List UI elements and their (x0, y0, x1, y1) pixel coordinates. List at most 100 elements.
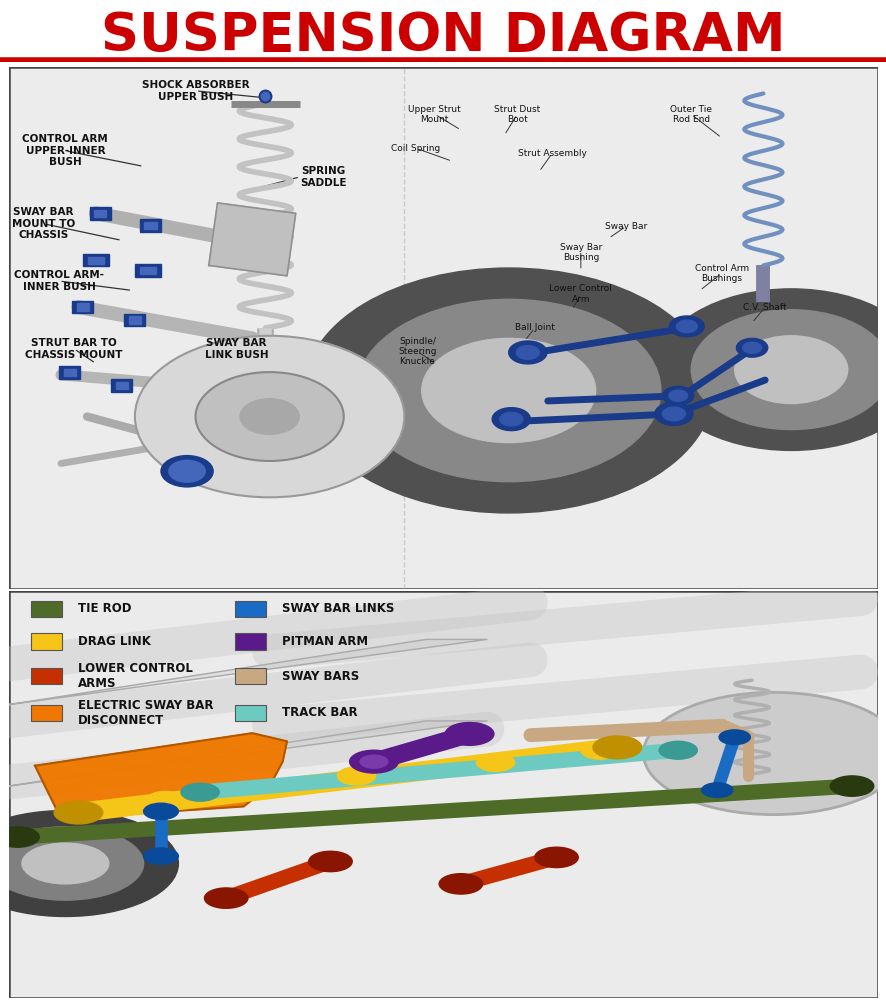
Text: TRACK BAR: TRACK BAR (282, 706, 357, 719)
Circle shape (22, 843, 109, 884)
Text: Strut Dust
Boot: Strut Dust Boot (494, 105, 540, 124)
Circle shape (658, 741, 696, 760)
Circle shape (240, 398, 299, 435)
Circle shape (476, 753, 514, 772)
Polygon shape (208, 203, 295, 276)
Circle shape (735, 338, 767, 357)
Circle shape (668, 390, 687, 401)
Bar (116, 381, 128, 389)
FancyBboxPatch shape (30, 601, 62, 617)
Circle shape (829, 776, 873, 797)
Ellipse shape (168, 461, 205, 482)
Circle shape (144, 848, 178, 864)
Circle shape (0, 827, 39, 847)
Circle shape (304, 268, 712, 513)
FancyBboxPatch shape (30, 668, 62, 684)
Circle shape (669, 316, 703, 337)
Circle shape (349, 750, 398, 773)
Bar (59, 366, 80, 378)
Circle shape (742, 342, 760, 353)
Circle shape (656, 289, 886, 451)
Circle shape (356, 300, 660, 482)
Text: Sway Bar
Bushing: Sway Bar Bushing (559, 242, 602, 263)
Circle shape (516, 346, 539, 359)
Circle shape (662, 386, 693, 405)
Circle shape (146, 792, 184, 809)
Circle shape (593, 736, 641, 759)
Circle shape (676, 320, 696, 333)
Bar (140, 219, 161, 231)
Text: SWAY BAR LINKS: SWAY BAR LINKS (282, 603, 393, 616)
Circle shape (144, 803, 178, 820)
Circle shape (422, 338, 595, 443)
Circle shape (734, 336, 847, 403)
Text: Control Arm
Bushings: Control Arm Bushings (694, 264, 748, 283)
FancyBboxPatch shape (30, 634, 62, 650)
Circle shape (195, 372, 344, 461)
Circle shape (719, 730, 750, 744)
Circle shape (690, 310, 886, 430)
Circle shape (662, 407, 685, 421)
Text: ELECTRIC SWAY BAR
DISCONNECT: ELECTRIC SWAY BAR DISCONNECT (77, 699, 213, 726)
Text: TIE ROD: TIE ROD (77, 603, 131, 616)
FancyBboxPatch shape (235, 601, 266, 617)
Circle shape (445, 722, 494, 745)
Text: SHOCK ABSORBER
UPPER BUSH: SHOCK ABSORBER UPPER BUSH (142, 80, 249, 102)
Text: SWAY BAR
MOUNT TO
CHASSIS: SWAY BAR MOUNT TO CHASSIS (12, 207, 75, 240)
Bar (128, 317, 141, 324)
Polygon shape (9, 721, 486, 786)
Text: CONTROL ARM-
INNER BUSH: CONTROL ARM- INNER BUSH (14, 271, 105, 292)
Circle shape (500, 412, 522, 426)
Ellipse shape (161, 456, 213, 487)
Circle shape (0, 811, 178, 916)
Polygon shape (9, 640, 486, 704)
Bar (112, 379, 132, 391)
Circle shape (701, 783, 732, 798)
Text: Strut Assembly: Strut Assembly (517, 149, 586, 158)
Circle shape (580, 741, 618, 760)
Circle shape (181, 784, 219, 801)
Bar (64, 368, 75, 376)
Circle shape (54, 801, 103, 824)
Text: SWAY BAR
LINK BUSH: SWAY BAR LINK BUSH (205, 338, 268, 359)
Text: Spindle/
Steering
Knuckle: Spindle/ Steering Knuckle (398, 336, 436, 366)
Circle shape (654, 402, 692, 426)
Text: SUSPENSION DIAGRAM: SUSPENSION DIAGRAM (101, 10, 785, 62)
Text: Sway Bar: Sway Bar (604, 222, 647, 230)
Bar (94, 209, 106, 217)
Text: PITMAN ARM: PITMAN ARM (282, 635, 368, 648)
Text: SPRING
SADDLE: SPRING SADDLE (299, 166, 346, 188)
Text: DRAG LINK: DRAG LINK (77, 635, 151, 648)
FancyBboxPatch shape (9, 67, 877, 589)
Text: Ball Joint: Ball Joint (514, 324, 554, 332)
Bar (73, 301, 93, 313)
Bar (135, 265, 161, 277)
FancyBboxPatch shape (30, 704, 62, 721)
FancyBboxPatch shape (235, 634, 266, 650)
Bar (88, 257, 104, 264)
Circle shape (308, 851, 352, 871)
Bar (124, 314, 145, 326)
Bar (82, 254, 109, 267)
Text: CONTROL ARM
UPPER-INNER
BUSH: CONTROL ARM UPPER-INNER BUSH (22, 134, 108, 167)
Circle shape (534, 847, 578, 867)
Text: LOWER CONTROL
ARMS: LOWER CONTROL ARMS (77, 662, 192, 690)
Bar (140, 267, 156, 275)
FancyBboxPatch shape (235, 704, 266, 721)
Bar (76, 304, 89, 311)
Circle shape (337, 767, 376, 785)
Bar (89, 207, 111, 219)
Text: Upper Strut
Mount: Upper Strut Mount (408, 105, 461, 124)
Circle shape (135, 336, 404, 497)
Text: STRUT BAR TO
CHASSIS MOUNT: STRUT BAR TO CHASSIS MOUNT (26, 338, 122, 359)
Circle shape (204, 888, 248, 908)
Text: Lower Control
Arm: Lower Control Arm (548, 285, 611, 304)
Circle shape (509, 341, 547, 364)
Text: C.V. Shaft: C.V. Shaft (742, 303, 786, 312)
Circle shape (0, 827, 144, 900)
Polygon shape (35, 733, 287, 819)
FancyBboxPatch shape (9, 591, 877, 998)
Text: Coil Spring: Coil Spring (391, 144, 439, 153)
Circle shape (642, 692, 886, 815)
Circle shape (492, 407, 530, 431)
